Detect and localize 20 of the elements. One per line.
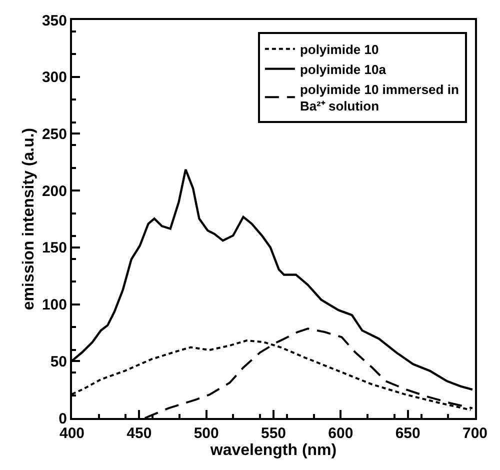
y-tick-label: 100 <box>42 296 67 314</box>
x-tick-label: 700 <box>462 425 488 442</box>
y-tick-label: 300 <box>42 69 67 86</box>
x-tick-label: 450 <box>126 425 152 442</box>
x-tick-label: 400 <box>59 425 85 442</box>
legend-label: polyimide 10 <box>300 42 379 57</box>
x-axis-title: wavelength (nm) <box>209 442 337 459</box>
x-tick-label: 650 <box>395 425 420 442</box>
y-tick-label: 150 <box>42 240 67 257</box>
y-tick-label: 350 <box>42 12 67 30</box>
x-tick-label: 550 <box>260 425 286 442</box>
y-tick-label: 50 <box>50 353 67 370</box>
legend-label: polyimide 10 immersed in Ba²⁺ solution <box>300 82 459 114</box>
y-tick-label: 200 <box>42 182 67 200</box>
y-axis-title: emission intensity (a.u.) <box>20 128 38 310</box>
x-tick-label: 500 <box>194 425 219 442</box>
x-tick-label: 600 <box>328 425 354 442</box>
legend-label: polyimide 10a <box>300 62 387 77</box>
y-tick-label: 250 <box>42 126 67 143</box>
y-tick-label: 0 <box>58 410 67 428</box>
